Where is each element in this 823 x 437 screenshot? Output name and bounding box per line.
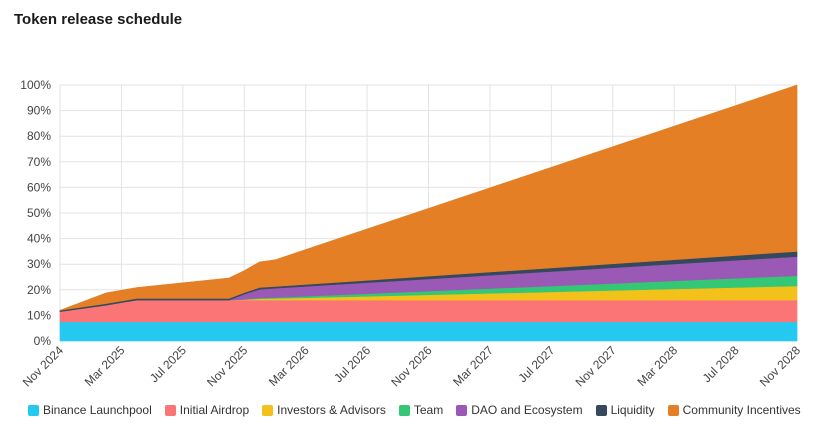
x-tick-label: Jul 2026 <box>331 343 373 385</box>
legend-swatch <box>456 404 468 416</box>
legend-item-team[interactable]: Team <box>398 403 444 417</box>
legend-label: Team <box>413 403 444 417</box>
area-series <box>59 84 798 342</box>
legend-swatch <box>262 404 274 416</box>
legend-item-investors-advisors[interactable]: Investors & Advisors <box>262 403 386 417</box>
x-tick-label: Jul 2025 <box>147 343 189 385</box>
y-tick-label: 80% <box>27 129 51 143</box>
chart-title: Token release schedule <box>14 11 183 28</box>
legend-item-dao-and-ecosystem[interactable]: DAO and Ecosystem <box>456 403 583 417</box>
legend-item-community-incentives[interactable]: Community Incentives <box>667 403 801 417</box>
y-tick-label: 90% <box>27 104 51 118</box>
legend: Binance Launchpool Initial Airdrop Investo… <box>28 403 817 417</box>
area-binance-launchpool[interactable] <box>59 321 798 342</box>
y-tick-label: 30% <box>27 257 51 271</box>
y-tick-label: 0% <box>34 334 52 348</box>
x-tick-label: Nov 2027 <box>573 343 619 389</box>
y-tick-label: 10% <box>27 308 51 322</box>
legend-item-binance-launchpool[interactable]: Binance Launchpool <box>28 403 152 417</box>
legend-item-initial-airdrop[interactable]: Initial Airdrop <box>164 403 250 417</box>
y-tick-label: 20% <box>27 283 51 297</box>
legend-label: Liquidity <box>610 403 655 417</box>
legend-label: Binance Launchpool <box>43 403 152 417</box>
x-tick-label: Nov 2028 <box>757 343 803 389</box>
x-tick-label: Nov 2026 <box>388 343 434 389</box>
y-tick-label: 40% <box>27 232 51 246</box>
legend-swatch <box>595 404 607 416</box>
legend-label: DAO and Ecosystem <box>471 403 583 417</box>
x-tick-label: Jul 2027 <box>515 343 557 385</box>
legend-swatch <box>164 404 176 416</box>
x-tick-label: Mar 2028 <box>635 343 681 389</box>
legend-item-liquidity[interactable]: Liquidity <box>595 403 655 417</box>
area-community-incentives[interactable] <box>59 84 798 311</box>
y-tick-label: 50% <box>27 206 51 220</box>
legend-swatch <box>398 404 410 416</box>
x-tick-label: Nov 2025 <box>204 343 250 389</box>
x-tick-label: Jul 2028 <box>700 343 742 385</box>
legend-label: Initial Airdrop <box>179 403 250 417</box>
x-tick-label: Mar 2025 <box>82 343 128 389</box>
legend-swatch <box>28 404 39 416</box>
x-tick-label: Nov 2024 <box>20 343 66 389</box>
legend-label: Community Incentives <box>682 403 801 417</box>
x-tick-label: Mar 2027 <box>450 343 496 389</box>
y-tick-label: 60% <box>27 180 51 194</box>
legend-label: Investors & Advisors <box>277 403 386 417</box>
area-initial-airdrop[interactable] <box>59 299 798 323</box>
x-tick-label: Mar 2026 <box>266 343 312 389</box>
legend-swatch <box>667 404 679 416</box>
y-tick-label: 70% <box>27 155 51 169</box>
y-tick-label: 100% <box>20 78 51 92</box>
